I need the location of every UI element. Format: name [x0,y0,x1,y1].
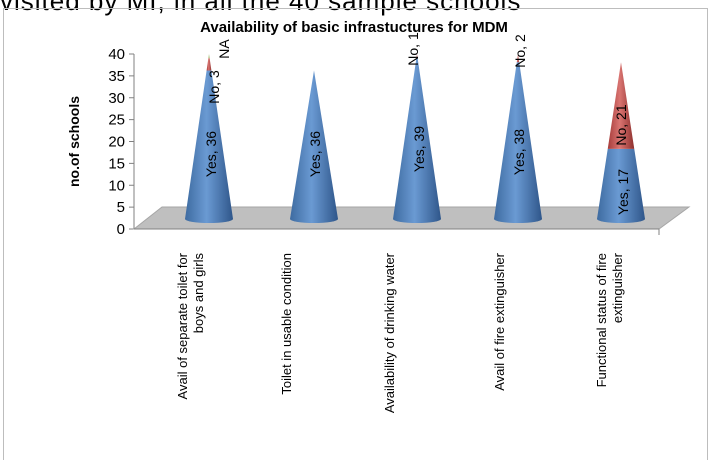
y-tick-label: 25 [108,112,125,129]
cone-yes-segment [185,70,233,219]
chart-title: Availability of basic infrastuctures for… [200,19,508,36]
cone-base-yes [597,215,645,223]
cone-no-segment [416,54,418,59]
data-label-no: No, 1 [405,32,421,66]
y-tick-label: 20 [108,134,125,151]
data-label-yes: Yes, 39 [411,126,427,172]
data-label-no: No, 3 [206,70,222,104]
category-label: Functional status of fire [594,253,609,387]
cone-no-segment [516,54,520,63]
y-tick-label: 35 [108,68,125,85]
data-label-yes: Yes, 36 [307,131,323,177]
cone-yes-segment [597,148,645,219]
cone-base-yes [185,215,233,223]
y-tick-label: 15 [108,155,125,172]
cone-na-segment [208,54,210,59]
data-label-yes: Yes, 38 [511,129,527,175]
category-label: Avail of separate toilet for [175,252,190,399]
y-tick-label: 10 [108,177,125,194]
y-axis-label: no.of schools [66,96,82,187]
data-label-no: No, 21 [613,104,629,145]
cone-no-segment [607,62,635,149]
category-label: Availability of drinking water [382,252,397,413]
y-tick-label: 5 [117,199,125,216]
cone-base-yes [393,215,441,223]
cone-yes-segment [494,62,542,219]
y-tick-label: 0 [117,221,125,238]
cone-no-segment [206,58,212,71]
category-label: extinguisher [610,252,625,323]
chart-svg: 0 5 10 15 20 25 30 35 40 no.of schools Yes, 36 Yes… [66,32,691,413]
data-label-yes: Yes, 17 [615,169,631,215]
category-label: Toilet in usable condition [279,253,294,395]
data-label-na: NA [216,39,232,59]
category-label: Avail of fire extinguisher [492,252,507,390]
data-label-yes: Yes, 36 [203,131,219,177]
y-tick-label: 40 [108,46,125,63]
y-tick-label: 30 [108,90,125,107]
cone-base-yes [290,215,338,223]
chart-area: Availability of basic infrastuctures for… [3,8,708,460]
cone-yes-segment [393,58,441,219]
cone-yes-segment [290,70,338,219]
cone-base-yes [494,215,542,223]
category-label: boys and girls [191,253,206,334]
data-label-no: No, 2 [512,34,528,68]
